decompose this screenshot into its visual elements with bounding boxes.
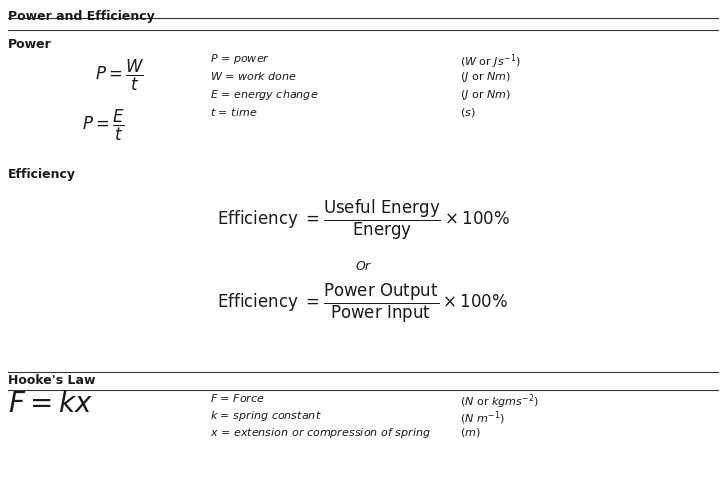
Text: $P$ = power: $P$ = power <box>210 52 270 66</box>
Text: $(J\ \mathrm{or}\ Nm)$: $(J\ \mathrm{or}\ Nm)$ <box>460 88 511 102</box>
Text: Efficiency $= \dfrac{\mathrm{Power\ Output}}{\mathrm{Power\ Input}} \times 100\%: Efficiency $= \dfrac{\mathrm{Power\ Outp… <box>218 282 508 325</box>
Text: $(W\ \mathrm{or}\ Js^{-1})$: $(W\ \mathrm{or}\ Js^{-1})$ <box>460 52 521 70</box>
Text: $t$ = time: $t$ = time <box>210 106 258 118</box>
Text: $x$ = extension or compression of spring: $x$ = extension or compression of spring <box>210 426 431 440</box>
Text: $k$ = spring constant: $k$ = spring constant <box>210 409 322 423</box>
Text: $P = \dfrac{W}{t}$: $P = \dfrac{W}{t}$ <box>95 58 144 93</box>
Text: $(m)$: $(m)$ <box>460 426 481 439</box>
Text: $(N\ \mathrm{or}\ kgms^{-2})$: $(N\ \mathrm{or}\ kgms^{-2})$ <box>460 392 539 411</box>
Text: Power: Power <box>8 38 52 51</box>
Text: $W$ = work done: $W$ = work done <box>210 70 297 82</box>
Text: Hooke's Law: Hooke's Law <box>8 374 96 387</box>
Text: Or: Or <box>356 260 370 273</box>
Text: $(N\ m^{-1})$: $(N\ m^{-1})$ <box>460 409 505 427</box>
Text: $(J\ \mathrm{or}\ Nm)$: $(J\ \mathrm{or}\ Nm)$ <box>460 70 511 84</box>
Text: $E$ = energy change: $E$ = energy change <box>210 88 319 102</box>
Text: $(s)$: $(s)$ <box>460 106 476 119</box>
Text: $F$ = Force: $F$ = Force <box>210 392 265 404</box>
Text: $P = \dfrac{E}{t}$: $P = \dfrac{E}{t}$ <box>82 108 125 143</box>
Text: Power and Efficiency: Power and Efficiency <box>8 10 155 23</box>
Text: Efficiency: Efficiency <box>8 168 76 181</box>
Text: $F = kx$: $F = kx$ <box>8 390 93 418</box>
Text: Efficiency $= \dfrac{\mathrm{Useful\ Energy}}{\mathrm{Energy}} \times 100\%$: Efficiency $= \dfrac{\mathrm{Useful\ Ene… <box>216 198 510 242</box>
